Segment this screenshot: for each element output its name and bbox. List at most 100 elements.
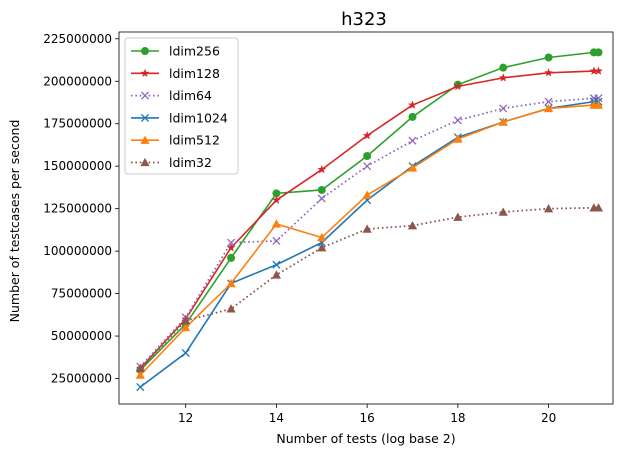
data-point (272, 189, 281, 198)
data-point (498, 207, 508, 216)
data-point (589, 66, 599, 75)
data-point (593, 100, 604, 109)
chart-title: h323 (341, 9, 387, 30)
legend-entry: ldim64 (131, 88, 212, 103)
x-tick-label: 20 (541, 411, 556, 425)
data-point (181, 322, 191, 332)
data-point (135, 370, 145, 379)
data-point (407, 221, 418, 230)
series-ldim32 (135, 203, 604, 373)
data-point (181, 316, 191, 325)
y-tick-label: 100000000 (43, 244, 112, 258)
data-point (317, 232, 327, 242)
data-point (226, 278, 236, 288)
legend-label: ldim256 (169, 44, 220, 59)
data-point (271, 219, 282, 228)
x-axis-label: Number of tests (log base 2) (276, 431, 455, 446)
legend-label: ldim512 (169, 133, 220, 148)
data-point (135, 363, 145, 373)
legend-label: ldim64 (169, 88, 212, 103)
y-tick-label: 125000000 (43, 202, 112, 216)
series-ldim64 (136, 94, 603, 371)
x-axis: 12 14 16 18 20 (178, 404, 556, 425)
data-point (317, 243, 327, 252)
data-point (408, 136, 417, 145)
data-point (498, 73, 508, 82)
legend-entry: ldim1024 (131, 110, 228, 125)
data-point (271, 270, 282, 279)
legend-label: ldim32 (169, 155, 212, 170)
data-point (544, 97, 553, 106)
data-point (544, 53, 553, 62)
y-tick-label: 200000000 (43, 74, 112, 88)
legend-label: ldim128 (169, 66, 220, 81)
plot-area (118, 31, 614, 405)
series-ldim512 (135, 100, 604, 379)
data-point (453, 212, 463, 221)
data-point (499, 104, 508, 113)
axes-frame (118, 31, 614, 405)
data-point (362, 131, 372, 140)
data-point (226, 238, 236, 247)
data-point (594, 66, 603, 75)
data-point (317, 164, 327, 174)
legend-marker (140, 68, 150, 78)
series-line (139, 104, 599, 376)
series-line (139, 70, 599, 369)
data-point (363, 152, 372, 160)
data-point (593, 203, 604, 212)
y-tick-label: 50000000 (51, 329, 112, 343)
y-axis: 25000000 50000000 75000000 100000000 1250000… (43, 32, 119, 386)
legend: ldim256 ldim128 ldim64 ldim1024 ldim512 ldim3… (124, 37, 239, 175)
legend-marker (140, 91, 150, 100)
legend-entry: ldim32 (131, 155, 212, 170)
legend-entry: ldim512 (131, 133, 220, 148)
data-point (362, 190, 372, 199)
data-point (363, 162, 372, 171)
data-point (544, 68, 553, 77)
data-point (362, 224, 372, 233)
data-point (317, 185, 326, 194)
data-point (181, 348, 190, 358)
data-point (594, 48, 603, 57)
legend-marker (140, 135, 150, 144)
x-tick-label: 14 (269, 411, 284, 425)
data-point (226, 243, 236, 252)
data-point (226, 304, 236, 313)
data-point (136, 382, 145, 392)
data-point (453, 116, 462, 125)
data-point (272, 260, 281, 269)
data-point (407, 163, 418, 172)
legend-marker (141, 47, 149, 55)
data-point (408, 100, 417, 109)
series-ldim128 (135, 66, 603, 373)
x-tick-label: 16 (359, 411, 374, 425)
data-point (453, 81, 463, 91)
data-point (317, 194, 326, 203)
x-tick-label: 18 (450, 411, 465, 425)
y-tick-label: 175000000 (43, 117, 112, 131)
data-point (498, 117, 508, 126)
series-line (139, 97, 599, 368)
data-point (408, 112, 417, 121)
y-tick-label: 75000000 (51, 287, 112, 301)
x-tick-label: 12 (178, 411, 193, 425)
legend-marker (140, 157, 150, 167)
legend-entry: ldim256 (131, 44, 220, 59)
series-line (139, 51, 599, 371)
data-point (272, 195, 281, 204)
y-tick-label: 150000000 (43, 159, 112, 173)
legend-entry: ldim128 (131, 66, 220, 81)
legend-label: ldim1024 (169, 110, 228, 125)
y-tick-label: 25000000 (51, 372, 112, 386)
data-point (543, 103, 554, 113)
y-axis-label: Number of testcases per second (7, 120, 22, 323)
data-point (227, 253, 236, 262)
data-point (453, 134, 463, 143)
data-point (272, 236, 281, 245)
data-point (499, 63, 508, 72)
data-point (543, 204, 554, 213)
data-point (594, 94, 603, 103)
legend-marker (140, 113, 150, 122)
